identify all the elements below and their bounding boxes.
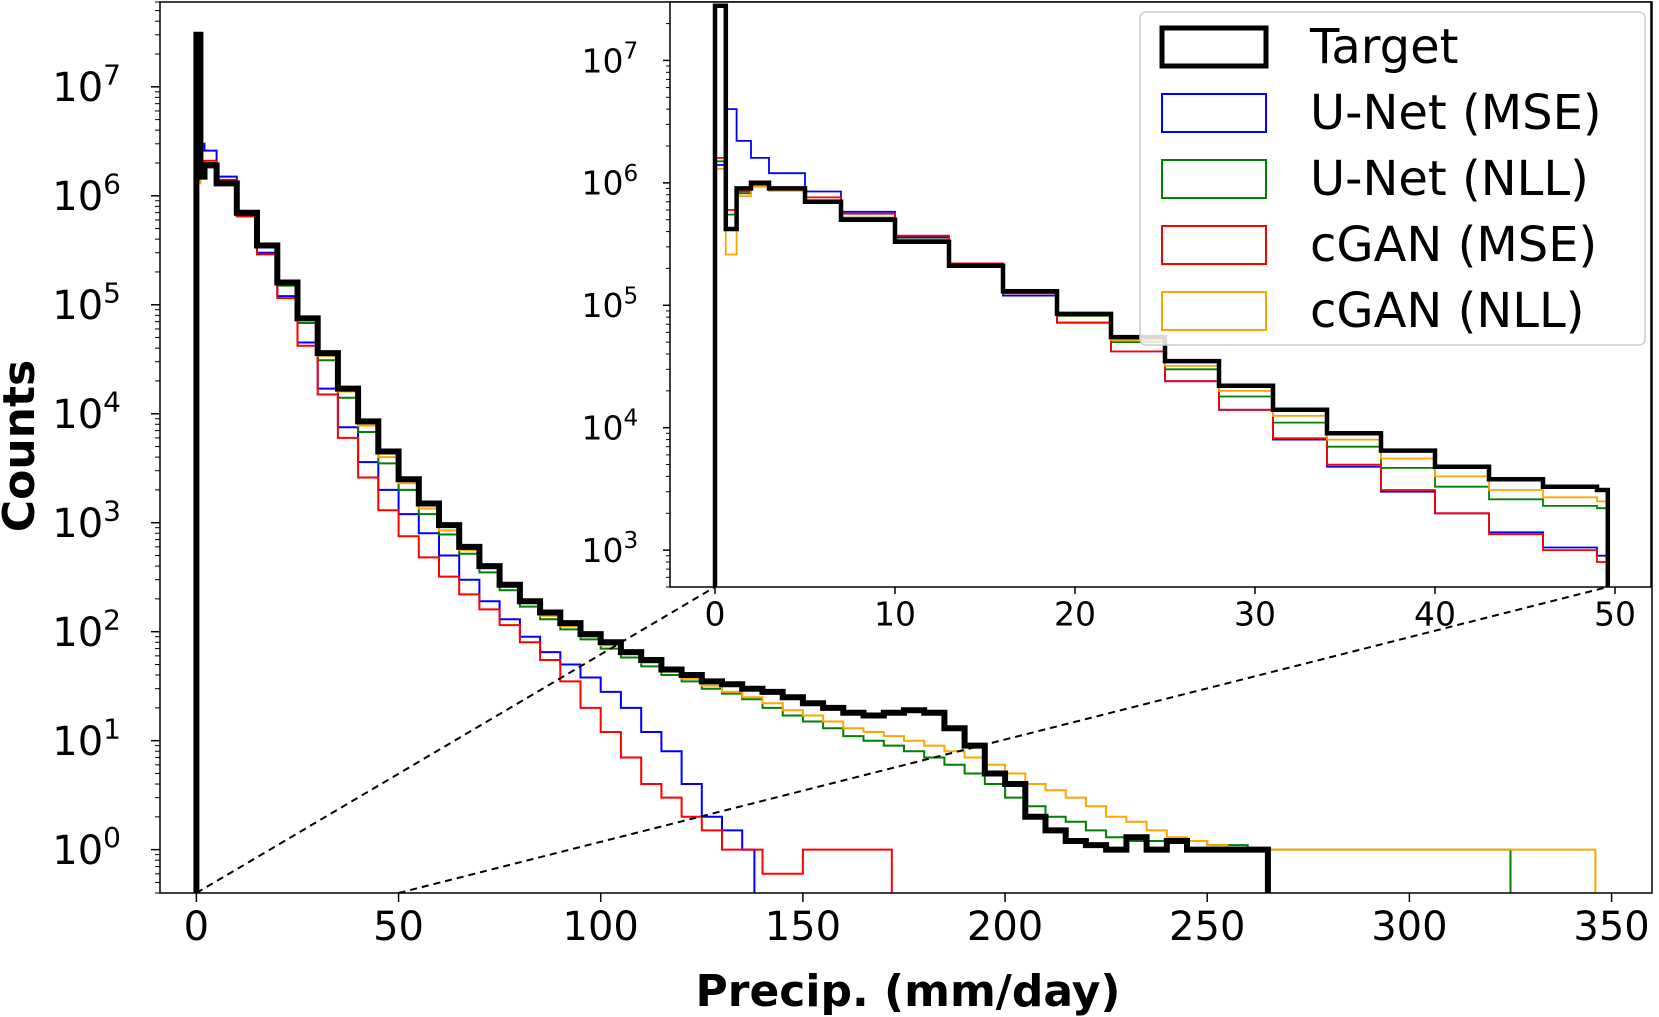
main-ytick-label: 104	[52, 385, 121, 438]
main-ytick-label: 106	[52, 167, 121, 220]
inset-ytick-label: 104	[582, 406, 639, 448]
legend-swatch-cgan-mse	[1161, 225, 1267, 265]
inset-series-group	[712, 3, 1611, 587]
y-axis-title: Counts	[0, 360, 45, 532]
main-xtick-label: 100	[563, 904, 639, 950]
main-xtick-label: 200	[967, 904, 1043, 950]
main-xtick-label: 300	[1371, 904, 1447, 950]
legend-label-cgan-nll: cGAN (NLL)	[1310, 283, 1584, 339]
main-ytick-label: 100	[52, 821, 121, 874]
legend-label-u-net-nll: U-Net (NLL)	[1310, 151, 1589, 207]
main-xtick-label: 50	[373, 904, 424, 950]
inset-xtick-label: 0	[705, 594, 726, 633]
inset-xtick-label: 50	[1594, 594, 1636, 633]
legend-swatch-target	[1159, 25, 1269, 69]
legend-swatch-u-net-mse	[1161, 93, 1267, 133]
inset-xtick-label: 10	[874, 594, 916, 633]
legend: Target U-Net (MSE) U-Net (NLL) cGAN (MSE) cG…	[1139, 11, 1646, 346]
legend-label-cgan-mse: cGAN (MSE)	[1310, 217, 1597, 273]
main-series-group	[193, 31, 1597, 893]
legend-label-u-net-mse: U-Net (MSE)	[1310, 85, 1602, 141]
legend-swatch-u-net-nll	[1161, 159, 1267, 199]
zoom-line-right	[398, 586, 1609, 894]
legend-label-target: Target	[1309, 19, 1459, 75]
main-series-target	[193, 31, 1271, 893]
zoom-line-left	[195, 586, 716, 894]
inset-xtick-label: 20	[1054, 594, 1096, 633]
inset-axes-frame	[669, 1, 1652, 588]
inset-series-target	[712, 3, 1611, 587]
inset-xtick-label: 40	[1414, 594, 1456, 633]
main-xtick-label: 0	[184, 904, 209, 950]
x-axis-title: Precip. (mm/day)	[696, 966, 1121, 1017]
inset-xtick-label: 30	[1234, 594, 1276, 633]
zoom-connector-lines	[195, 586, 1609, 894]
legend-swatch-cgan-nll	[1161, 291, 1267, 331]
main-xtick-label: 250	[1169, 904, 1245, 950]
main-xtick-label: 150	[765, 904, 841, 950]
main-xtick-label: 350	[1573, 904, 1649, 950]
